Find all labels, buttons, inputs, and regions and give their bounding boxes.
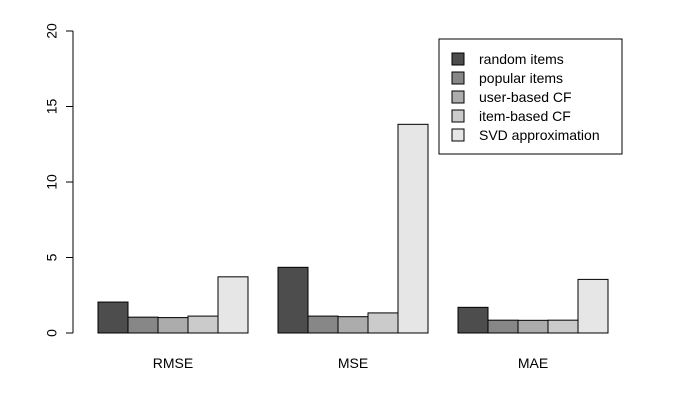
bar [277,266,309,334]
bar [127,316,159,334]
y-tick-label: 10 [44,174,60,190]
y-tick-label: 0 [44,329,60,337]
category-label: MAE [518,355,548,371]
category-label: MSE [338,355,368,371]
bar [157,317,189,334]
bar [307,315,339,334]
bar-group [97,276,249,334]
bar-groups [97,123,609,334]
legend: random items popular items user-based CF it… [438,38,623,155]
legend-swatch [451,90,465,104]
category-label: RMSE [153,355,193,371]
legend-label: item-based CF [479,108,571,124]
legend-label: SVD approximation [479,127,600,143]
y-tick-label: 5 [44,253,60,261]
y-axis: 0 5 10 15 20 [44,23,74,337]
legend-swatch [451,128,465,142]
legend-swatch [451,52,465,66]
bar [517,319,549,334]
legend-label: random items [479,51,564,67]
legend-swatch [451,71,465,85]
bar [337,316,369,334]
bar-group [457,278,609,334]
bar [457,306,489,334]
bar-group [277,123,429,334]
bar [547,319,579,334]
y-tick-label: 20 [44,23,60,39]
bar [577,278,609,334]
y-tick-label: 15 [44,99,60,115]
category-labels: RMSE MSE MAE [153,355,548,371]
legend-box [438,38,623,155]
bar [487,319,519,334]
legend-swatch [451,109,465,123]
legend-label: popular items [479,70,563,86]
bar [97,301,129,334]
bar [217,276,249,334]
bar [187,315,219,334]
bar [397,123,429,334]
legend-label: user-based CF [479,89,572,105]
bar [367,312,399,334]
